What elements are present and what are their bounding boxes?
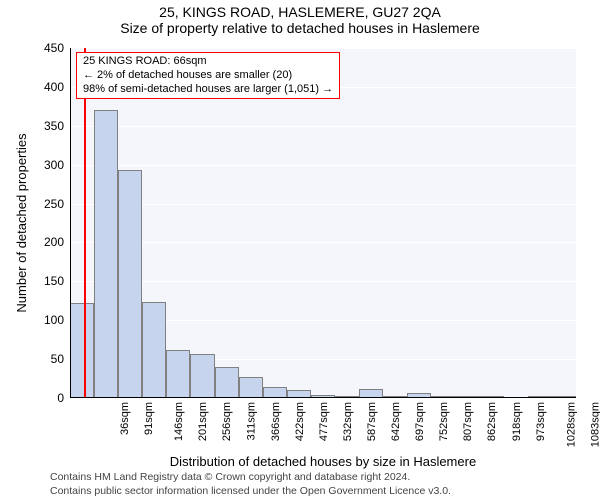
x-axis-line bbox=[70, 397, 576, 398]
x-tick-label: 36sqm bbox=[119, 402, 131, 435]
footer-line-2: Contains public sector information licen… bbox=[50, 484, 594, 498]
callout-line-3: 98% of semi-detached houses are larger (… bbox=[83, 83, 333, 97]
grid-line bbox=[70, 281, 576, 282]
x-tick-label: 1083sqm bbox=[589, 402, 600, 447]
page-title-line2: Size of property relative to detached ho… bbox=[0, 20, 600, 38]
histogram-bar bbox=[166, 350, 190, 398]
y-tick-label: 300 bbox=[34, 158, 64, 172]
x-tick-label: 256sqm bbox=[222, 402, 234, 441]
histogram-bar bbox=[70, 303, 94, 398]
x-tick-label: 862sqm bbox=[487, 402, 499, 441]
x-tick-label: 752sqm bbox=[438, 402, 450, 441]
y-tick-label: 200 bbox=[34, 235, 64, 249]
y-tick-label: 50 bbox=[34, 352, 64, 366]
x-tick-label: 697sqm bbox=[414, 402, 426, 441]
y-tick-label: 400 bbox=[34, 80, 64, 94]
histogram-bar bbox=[118, 170, 142, 398]
grid-line bbox=[70, 48, 576, 49]
grid-line bbox=[70, 204, 576, 205]
x-tick-label: 532sqm bbox=[342, 402, 354, 441]
x-tick-label: 146sqm bbox=[173, 402, 185, 441]
callout-line-2: ← 2% of detached houses are smaller (20) bbox=[83, 69, 333, 83]
x-axis-title: Distribution of detached houses by size … bbox=[70, 454, 576, 469]
histogram-bar bbox=[215, 367, 239, 398]
histogram-chart: 25 KINGS ROAD: 66sqm← 2% of detached hou… bbox=[70, 48, 576, 398]
x-tick-label: 642sqm bbox=[390, 402, 402, 441]
x-tick-label: 973sqm bbox=[535, 402, 547, 441]
page-title-line1: 25, KINGS ROAD, HASLEMERE, GU27 2QA bbox=[0, 0, 600, 20]
y-tick-label: 150 bbox=[34, 274, 64, 288]
y-tick-label: 0 bbox=[34, 391, 64, 405]
x-tick-label: 477sqm bbox=[318, 402, 330, 441]
y-tick-label: 450 bbox=[34, 41, 64, 55]
y-tick-label: 250 bbox=[34, 197, 64, 211]
x-tick-label: 422sqm bbox=[294, 402, 306, 441]
attribution-footer: Contains HM Land Registry data © Crown c… bbox=[50, 470, 594, 498]
y-axis-line bbox=[70, 48, 71, 398]
y-tick-label: 100 bbox=[34, 313, 64, 327]
x-tick-label: 201sqm bbox=[197, 402, 209, 441]
grid-line bbox=[70, 242, 576, 243]
x-tick-label: 91sqm bbox=[143, 402, 155, 435]
grid-line bbox=[70, 165, 576, 166]
grid-line bbox=[70, 398, 576, 399]
histogram-bar bbox=[239, 377, 263, 398]
grid-line bbox=[70, 126, 576, 127]
highlight-line bbox=[84, 48, 86, 398]
y-axis-title: Number of detached properties bbox=[14, 48, 29, 398]
x-tick-label: 366sqm bbox=[270, 402, 282, 441]
histogram-bar bbox=[94, 110, 118, 398]
footer-line-1: Contains HM Land Registry data © Crown c… bbox=[50, 470, 594, 484]
x-tick-label: 807sqm bbox=[463, 402, 475, 441]
histogram-bar bbox=[190, 354, 214, 398]
x-tick-label: 311sqm bbox=[245, 402, 257, 440]
x-tick-label: 1028sqm bbox=[565, 402, 577, 447]
callout-line-1: 25 KINGS ROAD: 66sqm bbox=[83, 55, 333, 69]
y-tick-label: 350 bbox=[34, 119, 64, 133]
histogram-bar bbox=[142, 302, 166, 398]
x-tick-label: 918sqm bbox=[511, 402, 523, 441]
callout-box: 25 KINGS ROAD: 66sqm← 2% of detached hou… bbox=[76, 52, 340, 99]
x-tick-label: 587sqm bbox=[366, 402, 378, 441]
